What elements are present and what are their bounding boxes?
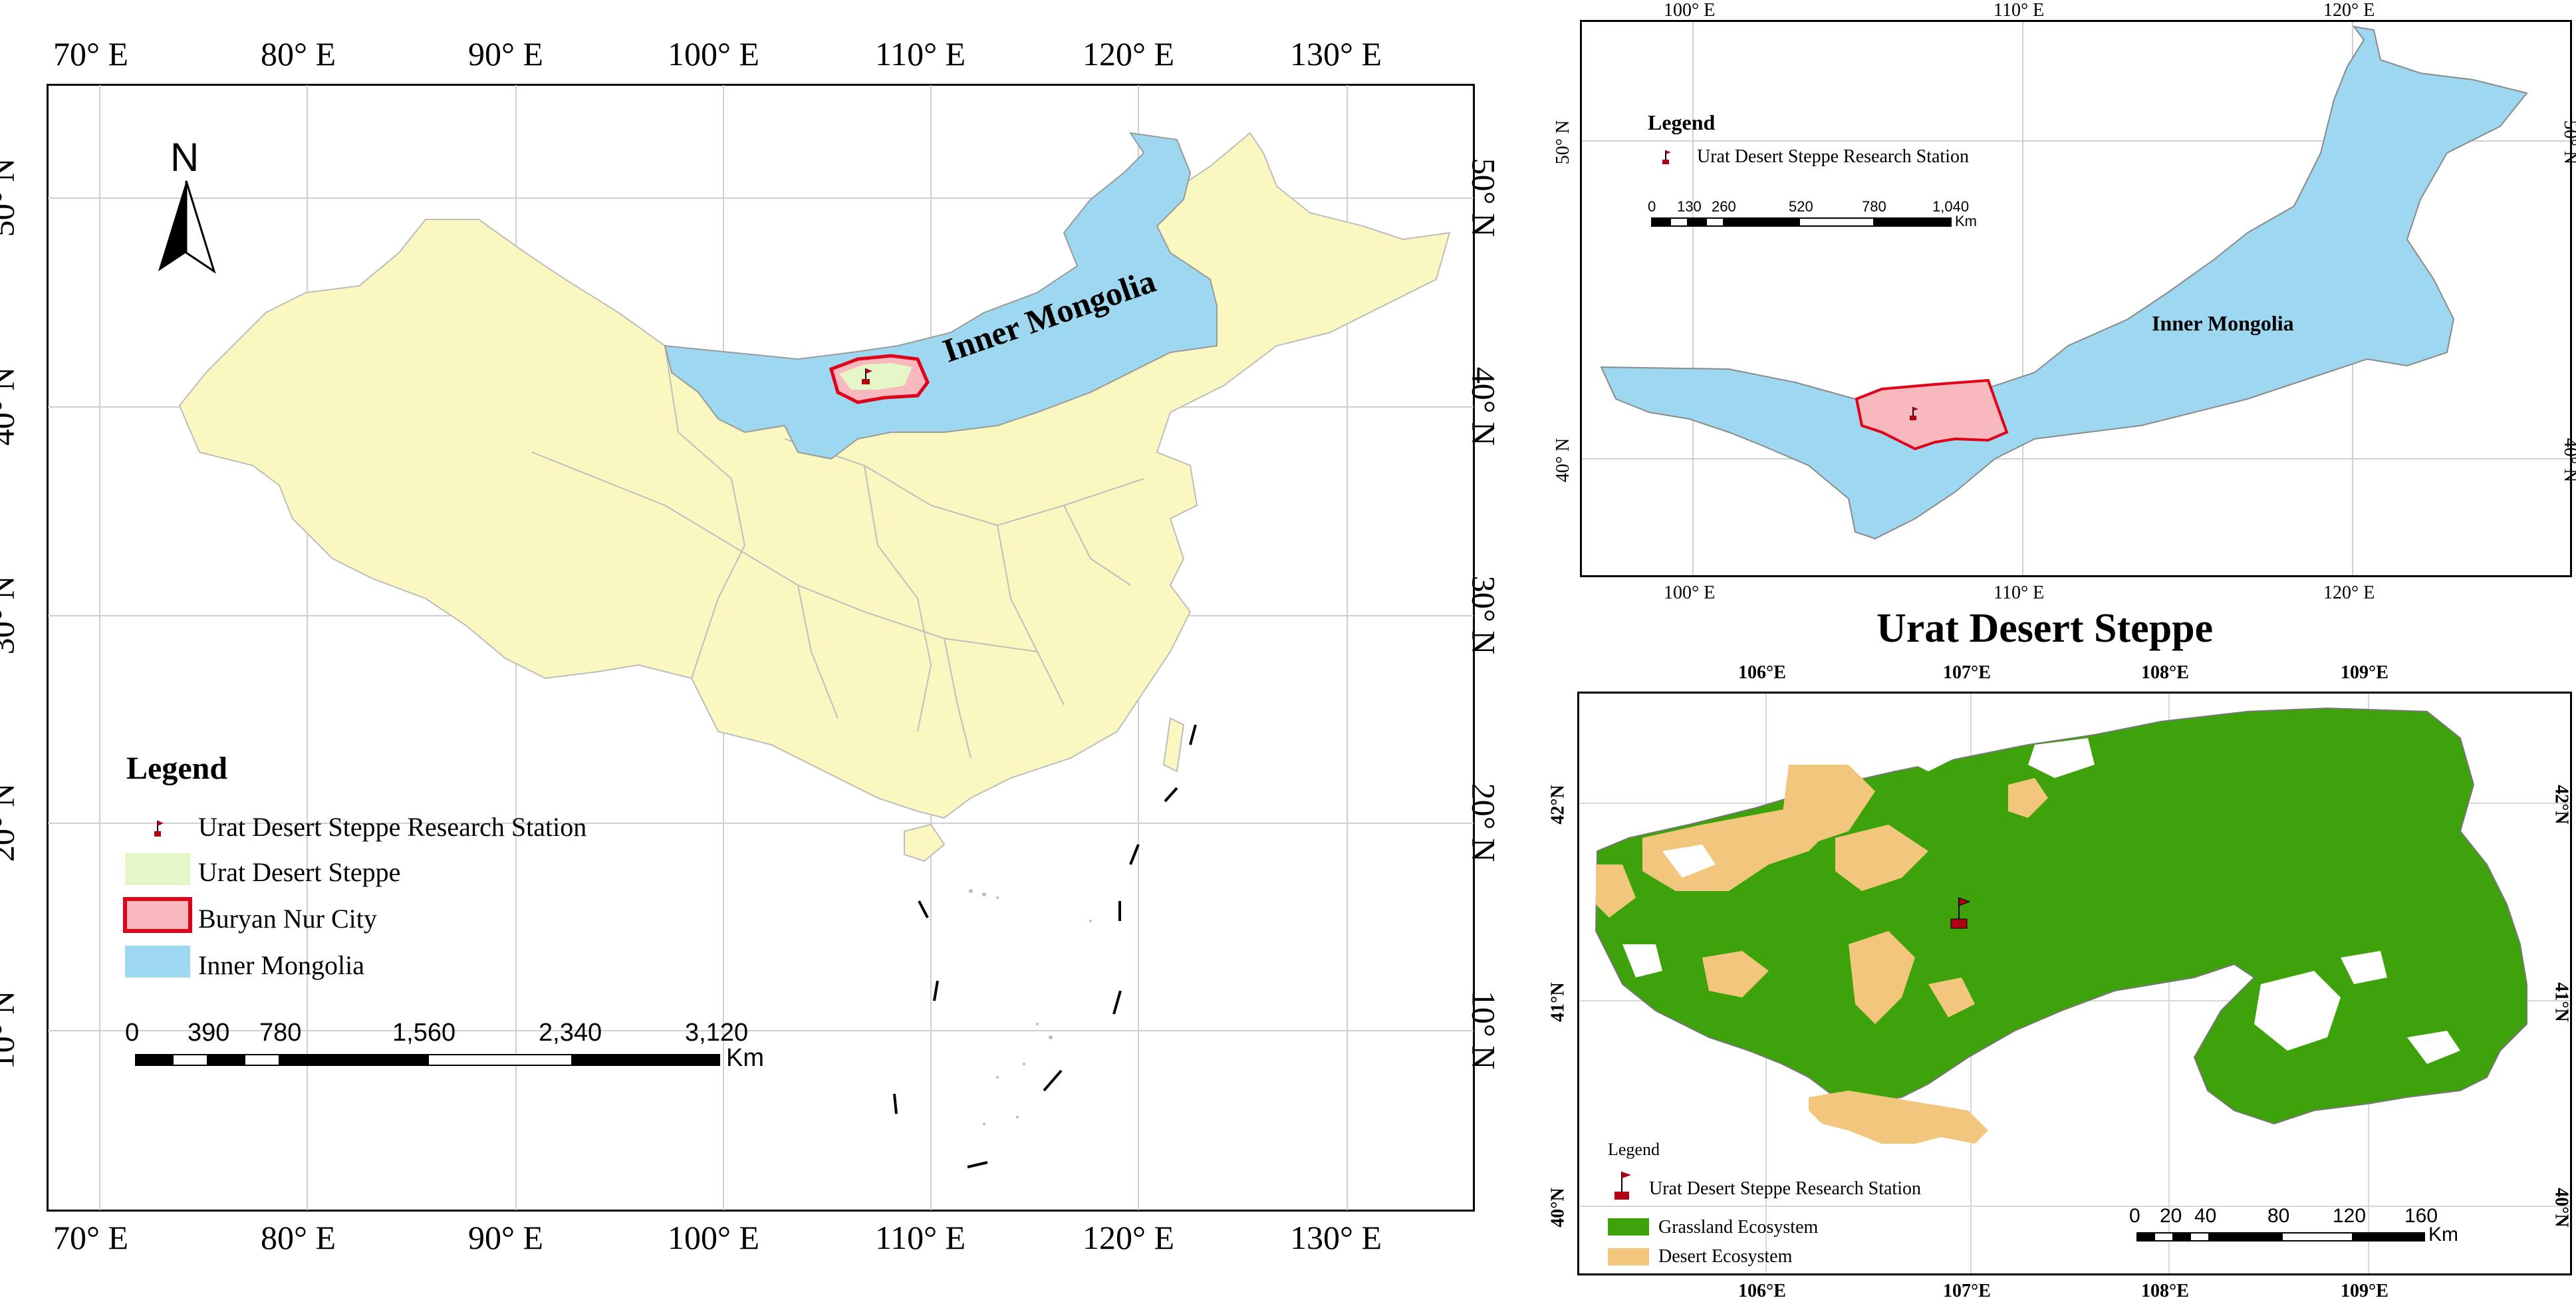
inset-scalebar xyxy=(1651,217,1952,227)
inset-inner-mongolia-label: Inner Mongolia xyxy=(2152,311,2294,335)
main-scalebar xyxy=(135,1054,720,1066)
inset-inner-mongolia-region xyxy=(1600,25,2528,540)
scale-label: 1,560 xyxy=(392,1019,456,1047)
tick-label: 108°E xyxy=(2141,662,2189,683)
inset-legend-symbol xyxy=(1662,150,1671,164)
inset-research-station-marker xyxy=(1910,407,1918,420)
tick-label: 110° E xyxy=(1994,583,2045,603)
tick-label: 90° E xyxy=(468,1219,544,1256)
scale-label: 160 xyxy=(2404,1205,2438,1227)
scale-label: 20 xyxy=(2160,1205,2182,1227)
tick-label: 107°E xyxy=(1943,662,1991,683)
taiwan-island xyxy=(1162,717,1185,773)
hainan-island xyxy=(904,823,946,862)
scale-label: 3,120 xyxy=(685,1019,749,1047)
scale-label: 80 xyxy=(2267,1205,2290,1227)
detail-white-areas xyxy=(1622,731,2460,1064)
scale-label: 0 xyxy=(2129,1205,2140,1227)
main-graticule xyxy=(48,85,1474,1210)
detail-research-station-marker xyxy=(1950,897,1971,929)
tick-label: 70° E xyxy=(53,35,129,72)
tick-label: 50° N xyxy=(2560,120,2576,164)
tick-label: 120° E xyxy=(2323,0,2375,21)
south-china-sea-islands xyxy=(969,889,1092,1125)
province-borders xyxy=(531,345,1144,759)
detail-legend-item: Grassland Ecosystem xyxy=(1658,1217,1819,1238)
inset-legend-item: Urat Desert Steppe Research Station xyxy=(1697,146,1969,167)
scale-unit: Km xyxy=(2428,1224,2458,1245)
scale-label: 780 xyxy=(1862,198,1886,215)
detail-legend-symbols xyxy=(1608,1172,1649,1265)
tick-label: 120° E xyxy=(1083,35,1175,72)
tick-label: 40°N xyxy=(1547,1188,1569,1228)
tick-label: 130° E xyxy=(1290,1219,1382,1256)
tick-label: 108°E xyxy=(2141,1281,2189,1301)
tick-label: 40° N xyxy=(2560,438,2576,482)
tick-label: 110° E xyxy=(1994,0,2045,21)
scale-label: 120 xyxy=(2333,1205,2367,1227)
inner-mongolia-region xyxy=(664,132,1218,460)
urat-desert-steppe xyxy=(839,363,912,390)
tick-label: 41°N xyxy=(1547,982,1569,1022)
scale-label: 40 xyxy=(2194,1205,2217,1227)
main-legend-item: Buryan Nur City xyxy=(198,904,377,934)
tick-label: 110° E xyxy=(875,35,966,72)
scale-label: 260 xyxy=(1712,198,1736,215)
detail-legend-title: Legend xyxy=(1608,1140,1660,1159)
detail-map-title: Urat Desert Steppe xyxy=(1876,606,2214,651)
tick-label: 107°E xyxy=(1943,1281,1991,1301)
main-legend-item: Urat Desert Steppe xyxy=(198,857,401,887)
tick-label: 109°E xyxy=(2341,1281,2388,1301)
south-china-sea-lines xyxy=(893,724,1197,1168)
inset-map-frame xyxy=(1580,20,2572,577)
main-legend-title: Legend xyxy=(126,751,228,786)
tick-label: 40°N xyxy=(2551,1188,2572,1228)
inset-buryan-nur-city xyxy=(1855,378,2009,451)
tick-label: 120° E xyxy=(2323,583,2375,603)
scale-unit: Km xyxy=(1955,213,1977,229)
scale-label: 390 xyxy=(188,1019,230,1047)
tick-label: 40° N xyxy=(1553,438,1574,483)
scale-unit: Km xyxy=(726,1044,764,1072)
detail-legend-item: Urat Desert Steppe Research Station xyxy=(1649,1178,1921,1199)
tick-label: 100° E xyxy=(668,1219,760,1256)
detail-legend-item: Desert Ecosystem xyxy=(1658,1246,1793,1267)
detail-scalebar xyxy=(2136,1232,2425,1242)
north-arrow-icon xyxy=(158,180,216,274)
tick-label: 100° E xyxy=(1664,0,1716,21)
research-station-marker-main xyxy=(862,368,872,384)
north-label: N xyxy=(170,135,199,180)
tick-label: 106°E xyxy=(1738,1281,1786,1301)
main-legend-item: Inner Mongolia xyxy=(198,950,364,980)
tick-label: 100° E xyxy=(668,35,760,72)
tick-label: 80° E xyxy=(261,1219,336,1256)
tick-label: 50° N xyxy=(1553,120,1574,165)
scale-label: 780 xyxy=(259,1019,302,1047)
tick-label: 109°E xyxy=(2341,662,2388,683)
tick-label: 120° E xyxy=(1083,1219,1175,1256)
detail-map-frame xyxy=(1577,692,2572,1275)
scale-label: 0 xyxy=(1648,198,1656,215)
scale-label: 520 xyxy=(1789,198,1813,215)
main-legend-symbols xyxy=(123,821,192,978)
inset-legend-title: Legend xyxy=(1648,110,1716,134)
tick-label: 106°E xyxy=(1738,662,1786,683)
detail-desert-areas xyxy=(1596,765,2048,1144)
tick-label: 90° E xyxy=(468,35,544,72)
tick-label: 42°N xyxy=(2551,785,2572,825)
tick-label: 70° E xyxy=(53,1219,129,1256)
scale-label: 1,040 xyxy=(1932,198,1970,215)
tick-label: 80° E xyxy=(261,35,336,72)
tick-label: 100° E xyxy=(1664,583,1716,603)
china-landmass xyxy=(178,132,1451,819)
scale-label: 2,340 xyxy=(539,1019,602,1047)
tick-label: 130° E xyxy=(1290,35,1382,72)
tick-label: 110° E xyxy=(875,1219,966,1256)
scale-label: 0 xyxy=(125,1019,140,1047)
main-legend-item: Urat Desert Steppe Research Station xyxy=(198,812,587,842)
tick-label: 41°N xyxy=(2551,982,2572,1022)
scale-label: 130 xyxy=(1677,198,1702,215)
tick-label: 42°N xyxy=(1547,785,1569,825)
